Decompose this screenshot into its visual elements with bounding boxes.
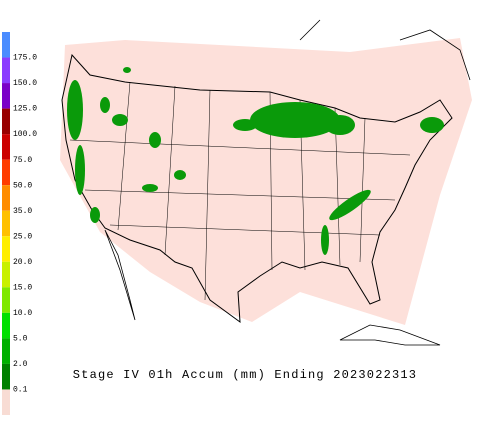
precip-areas	[67, 67, 444, 255]
map	[60, 19, 472, 346]
legend-swatch	[2, 363, 10, 390]
legend-label: 25.0	[13, 232, 32, 241]
legend-label: 75.0	[13, 156, 32, 165]
legend-label: 150.0	[13, 79, 37, 88]
legend: 175.0 150.0 125.0 100.0 75.0 50.0 35.0 25.0 20.0…	[2, 32, 37, 415]
cuba	[339, 324, 441, 346]
caption: Stage IV 01h Accum (mm) Ending 202302231…	[73, 368, 417, 382]
legend-swatch	[2, 185, 10, 211]
legend-label: 125.0	[13, 105, 37, 114]
legend-label: 2.0	[13, 360, 28, 369]
legend-swatch	[2, 108, 10, 135]
legend-label: 50.0	[13, 181, 32, 190]
legend-label: 15.0	[13, 283, 32, 292]
legend-label: 35.0	[13, 207, 32, 216]
legend-swatch	[2, 57, 10, 84]
legend-label: 100.0	[13, 130, 37, 139]
analysis-domain	[60, 38, 472, 325]
legend-swatch	[2, 134, 10, 160]
legend-swatch	[2, 389, 10, 415]
coastlines	[104, 19, 471, 321]
legend-swatch	[2, 287, 10, 313]
legend-swatch	[2, 32, 10, 58]
legend-swatch	[2, 159, 10, 186]
legend-swatch	[2, 261, 10, 288]
legend-swatch	[2, 312, 10, 339]
legend-swatch	[2, 83, 10, 109]
legend-label: 10.0	[13, 309, 32, 318]
legend-label: 0.1	[13, 386, 28, 395]
legend-label: 20.0	[13, 258, 32, 267]
legend-swatch	[2, 338, 10, 364]
legend-label: 175.0	[13, 54, 37, 63]
legend-label: 5.0	[13, 335, 28, 344]
legend-swatch	[2, 210, 10, 237]
us-outline	[61, 53, 453, 324]
legend-swatch	[2, 236, 10, 262]
